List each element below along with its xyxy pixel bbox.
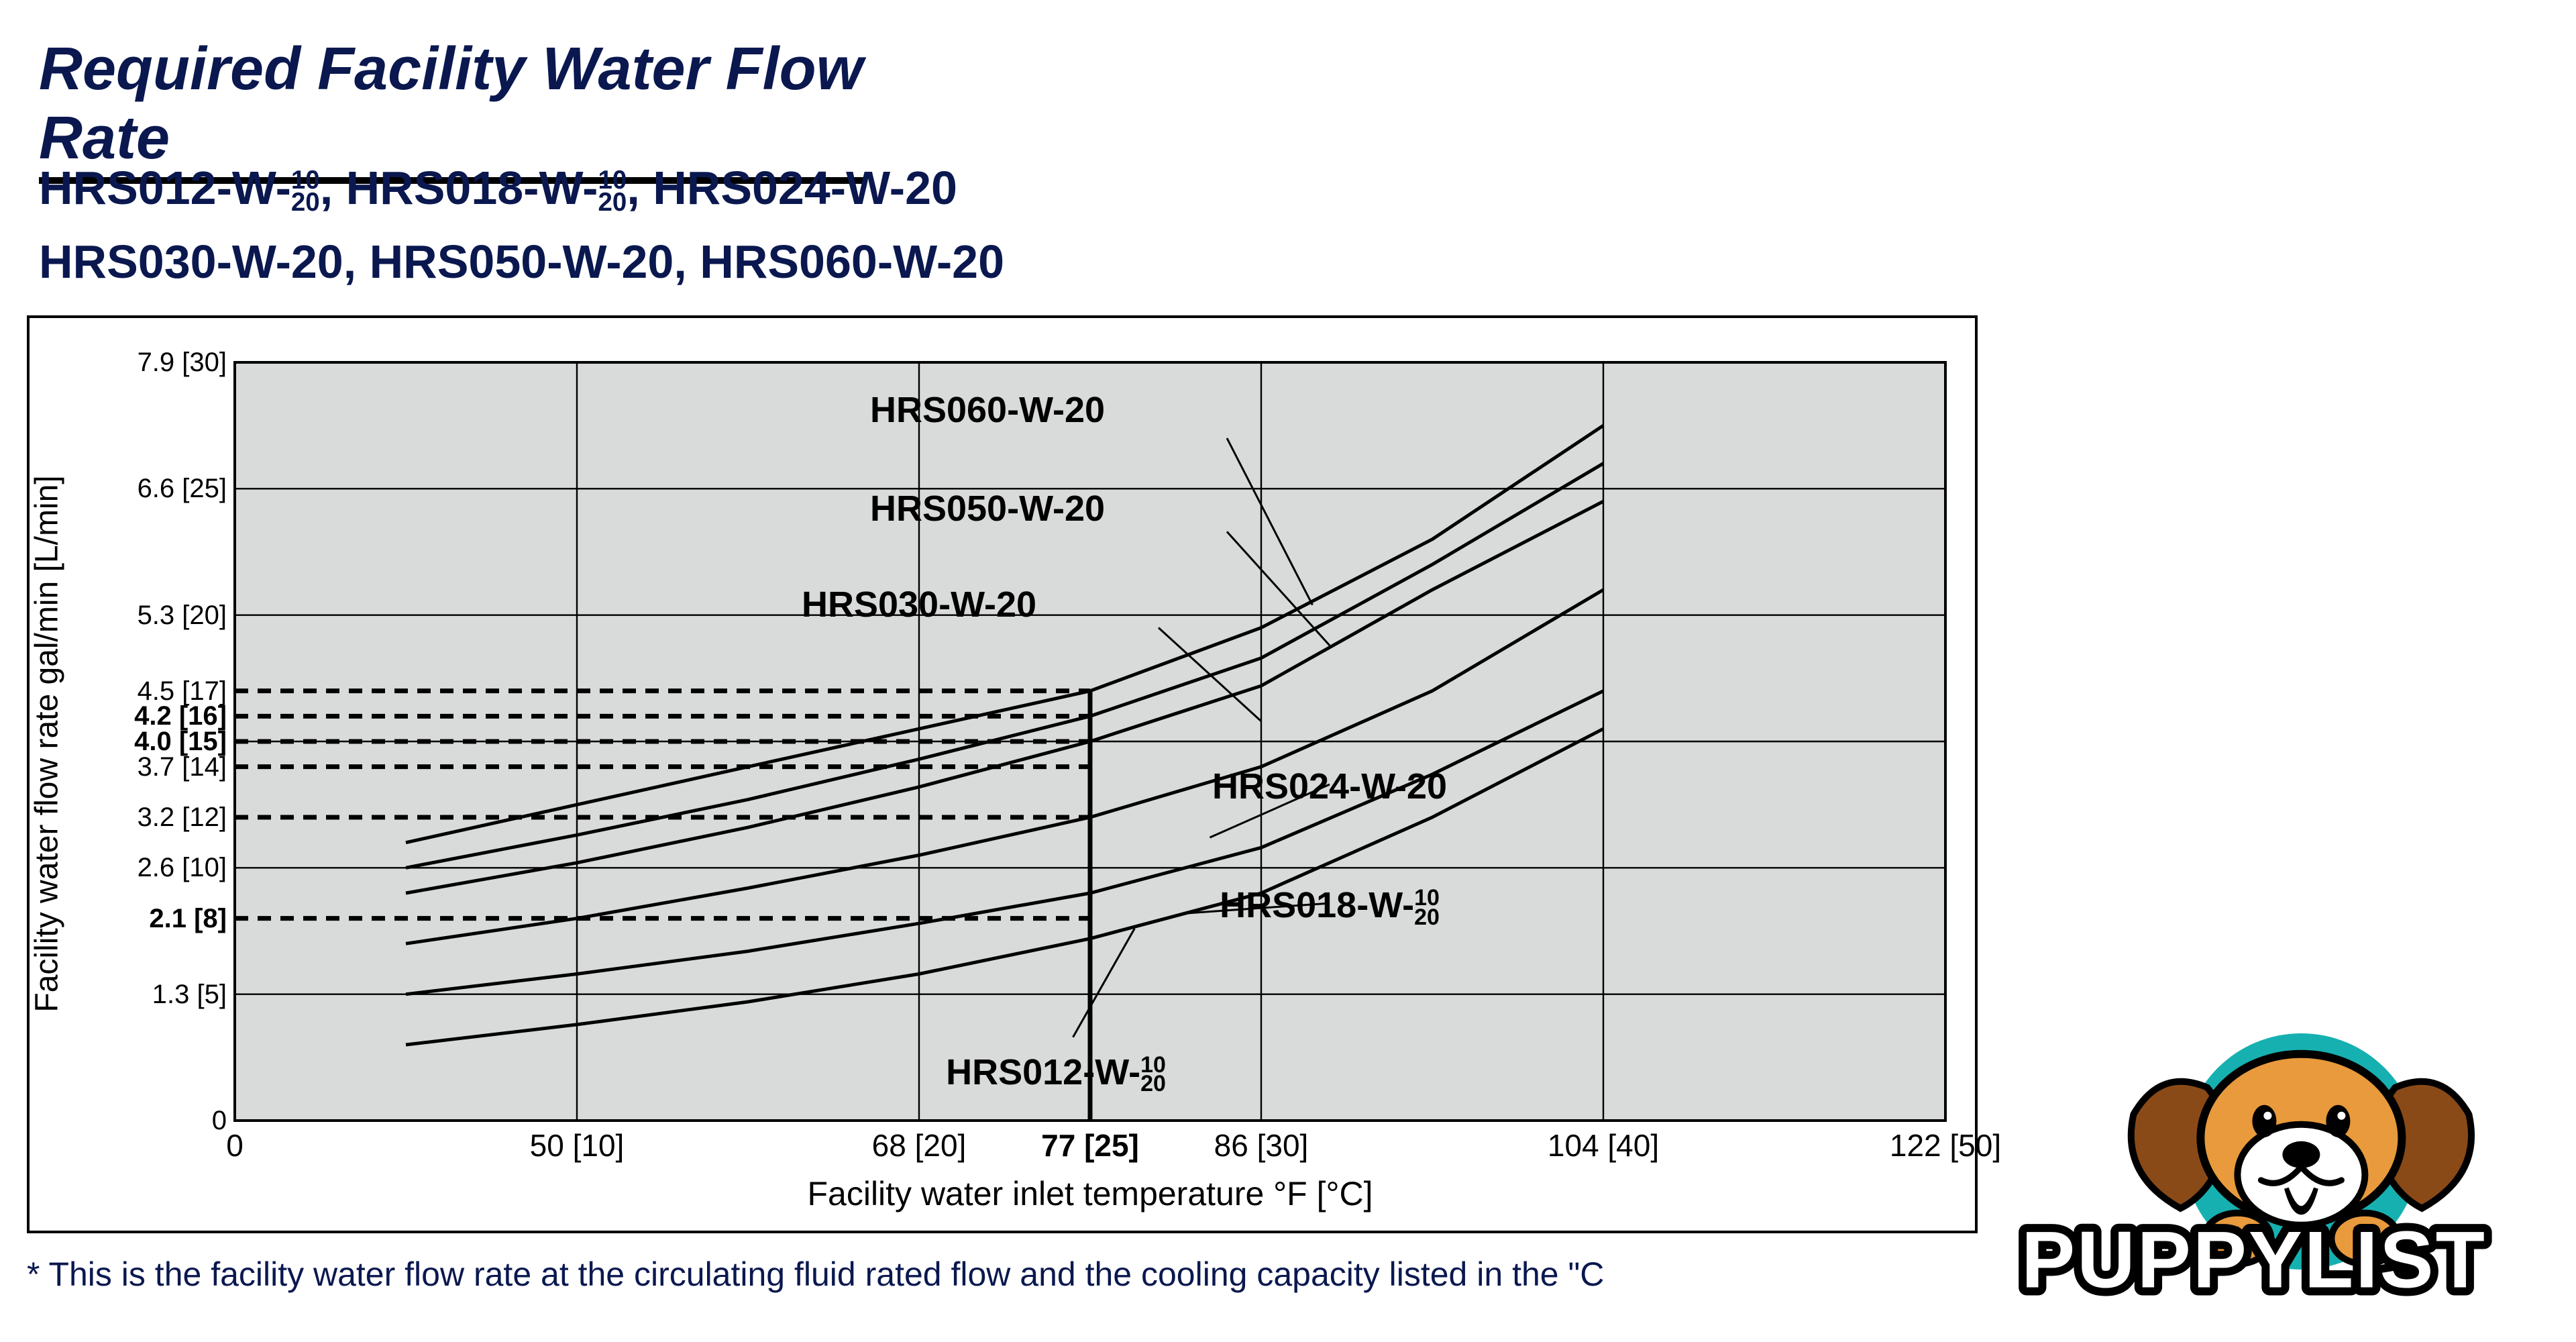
y-tick: 7.9 [30]	[138, 348, 227, 378]
chart-plot-area	[235, 362, 1945, 1121]
footnote-text: * This is the facility water flow rate a…	[27, 1255, 1604, 1294]
model-list-line-2: HRS030-W-20, HRS050-W-20, HRS060-W-20	[39, 235, 1004, 289]
logo-text: PUPPYLIST	[2021, 1215, 2487, 1304]
series-label-HRS024-W-20: HRS024-W-20	[1212, 766, 1447, 807]
y-tick: 5.3 [20]	[138, 601, 227, 631]
y-tick: 0	[212, 1106, 227, 1136]
y-tick: 6.6 [25]	[138, 474, 227, 504]
x-axis-label: Facility water inlet temperature °F [°C]	[807, 1174, 1373, 1213]
chart-svg	[235, 362, 1945, 1121]
series-label-HRS018-W: HRS018-W-1020	[1220, 884, 1440, 927]
x-tick: 86 [30]	[1214, 1127, 1309, 1164]
x-tick: 0	[226, 1127, 244, 1164]
y-tick: 2.6 [10]	[138, 853, 227, 883]
x-tick: 50 [10]	[530, 1127, 625, 1164]
x-tick: 104 [40]	[1548, 1127, 1659, 1164]
model-list-line-1: HRS012-W-1020, HRS018-W-1020, HRS024-W-2…	[39, 161, 957, 215]
y-tick: 2.1 [8]	[149, 904, 227, 934]
x-tick: 122 [50]	[1890, 1127, 2001, 1164]
y-axis-label: Facility water flow rate gal/min [L/min]	[29, 365, 66, 1123]
series-label-HRS050-W-20: HRS050-W-20	[870, 488, 1105, 529]
puppylist-logo: PUPPYLISTPUPPYLIST	[1959, 1033, 2549, 1329]
x-tick: 77 [25]	[1041, 1127, 1139, 1164]
y-tick: 1.3 [5]	[152, 980, 227, 1010]
series-label-HRS012-W: HRS012-W-1020	[946, 1051, 1166, 1094]
series-label-HRS060-W-20: HRS060-W-20	[870, 389, 1105, 431]
y-tick: 3.2 [12]	[138, 803, 227, 833]
x-tick: 68 [20]	[872, 1127, 967, 1164]
y-tick: 4.5 [17]	[138, 676, 227, 707]
series-label-HRS030-W-20: HRS030-W-20	[802, 584, 1036, 625]
